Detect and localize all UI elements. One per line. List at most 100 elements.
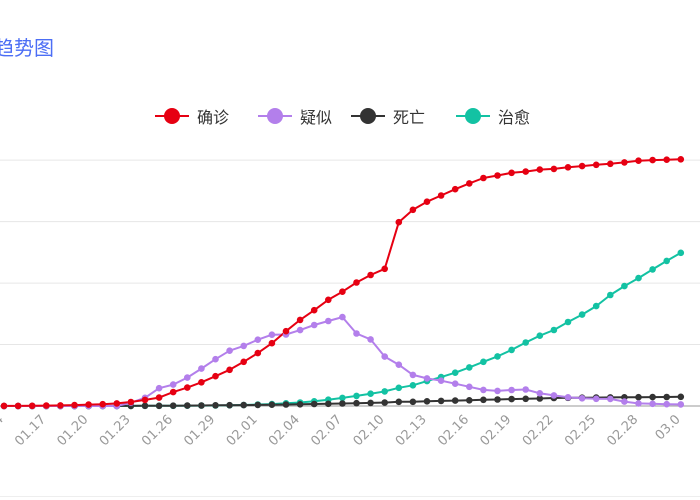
series-point-1 xyxy=(212,372,219,380)
series-point-4 xyxy=(409,382,417,389)
series-point-2 xyxy=(367,336,374,343)
series-point-1 xyxy=(494,172,501,179)
series-point-1 xyxy=(57,402,64,409)
series-point-2 xyxy=(381,353,389,360)
series-point-3 xyxy=(409,398,417,406)
series-point-1 xyxy=(423,198,431,205)
legend-item-confirmed[interactable]: 确诊 xyxy=(155,103,229,129)
series-point-1 xyxy=(381,265,389,273)
series-point-1 xyxy=(649,156,656,164)
series-point-1 xyxy=(155,394,163,401)
series-point-3 xyxy=(155,402,163,410)
x-tick-label: 02.07 xyxy=(308,412,345,449)
series-point-2 xyxy=(508,386,515,394)
series-point-3 xyxy=(663,393,670,401)
series-point-3 xyxy=(212,402,219,409)
series-point-2 xyxy=(353,330,360,337)
series-point-4 xyxy=(466,364,473,371)
x-tick-label: 02.01 xyxy=(224,412,261,449)
legend-label-recovered: 治愈 xyxy=(498,108,531,127)
series-point-1 xyxy=(14,402,22,410)
legend-item-deaths[interactable]: 死亡 xyxy=(351,103,425,129)
series-point-3 xyxy=(451,397,459,404)
series-point-3 xyxy=(240,401,247,409)
series-point-3 xyxy=(635,393,642,401)
series-point-2 xyxy=(649,400,656,408)
legend-item-recovered[interactable]: 治愈 xyxy=(456,103,530,129)
series-point-1 xyxy=(113,400,121,407)
x-tick-label: 01.29 xyxy=(181,412,218,449)
series-point-4 xyxy=(480,358,487,366)
series-point-1 xyxy=(578,162,586,170)
series-point-2 xyxy=(564,394,572,401)
series-point-2 xyxy=(155,384,163,392)
series-point-2 xyxy=(395,361,403,369)
legend-label-deaths: 死亡 xyxy=(393,108,426,127)
series-point-1 xyxy=(0,402,8,410)
series-point-4 xyxy=(663,257,670,265)
legend-item-suspected[interactable]: 疑似 xyxy=(258,103,332,129)
series-point-4 xyxy=(578,311,586,318)
series-point-1 xyxy=(592,161,600,169)
series-point-2 xyxy=(268,331,276,339)
series-point-3 xyxy=(522,395,529,403)
series-point-2 xyxy=(621,398,628,405)
series-point-1 xyxy=(635,157,642,164)
series-point-3 xyxy=(395,398,403,406)
series-line-2 xyxy=(4,316,681,407)
series-point-2 xyxy=(423,375,431,382)
series-point-2 xyxy=(409,371,417,379)
series-point-2 xyxy=(466,383,473,391)
series-point-1 xyxy=(127,398,135,406)
series-point-3 xyxy=(353,399,360,407)
legend-label-suspected: 疑似 xyxy=(300,108,333,127)
legend-swatch-deaths xyxy=(351,103,385,129)
series-point-4 xyxy=(564,318,572,326)
series-point-3 xyxy=(268,401,276,409)
series-point-2 xyxy=(522,386,529,393)
series-point-4 xyxy=(607,291,614,299)
x-tick-label: 02.16 xyxy=(435,412,472,449)
series-point-1 xyxy=(254,349,262,357)
x-tick-label: 03.0 xyxy=(653,412,684,443)
series-point-4 xyxy=(353,392,360,400)
series-point-4 xyxy=(451,369,459,377)
series-point-3 xyxy=(677,393,685,401)
series-point-1 xyxy=(508,169,515,177)
series-point-2 xyxy=(480,386,487,394)
series-point-1 xyxy=(550,165,558,173)
series-point-2 xyxy=(184,374,191,381)
series-point-3 xyxy=(325,400,332,408)
series-point-1 xyxy=(198,379,205,386)
x-tick-label: 02.13 xyxy=(393,412,430,449)
series-point-1 xyxy=(43,402,50,409)
series-point-4 xyxy=(494,353,501,360)
series-point-4 xyxy=(649,266,656,273)
series-point-2 xyxy=(494,387,501,395)
series-point-2 xyxy=(536,390,544,397)
series-point-1 xyxy=(268,339,276,347)
series-point-2 xyxy=(607,395,614,403)
series-point-1 xyxy=(522,168,529,175)
series-point-3 xyxy=(339,400,346,407)
series-point-1 xyxy=(353,279,360,286)
series-point-4 xyxy=(339,394,346,402)
series-point-4 xyxy=(536,332,544,340)
series-point-1 xyxy=(226,366,233,374)
series-point-3 xyxy=(169,402,177,410)
legend-swatch-recovered xyxy=(456,103,490,129)
series-point-2 xyxy=(677,401,685,408)
series-point-3 xyxy=(184,402,191,409)
series-point-2 xyxy=(212,355,219,363)
page-title: 趋势图 xyxy=(0,36,54,60)
series-point-1 xyxy=(409,206,417,214)
series-point-1 xyxy=(339,288,346,296)
series-point-1 xyxy=(564,164,572,171)
series-point-1 xyxy=(325,296,332,304)
series-point-2 xyxy=(437,377,445,385)
series-point-1 xyxy=(451,185,459,193)
series-point-3 xyxy=(536,395,544,402)
series-point-4 xyxy=(677,249,685,257)
series-point-1 xyxy=(141,396,149,404)
